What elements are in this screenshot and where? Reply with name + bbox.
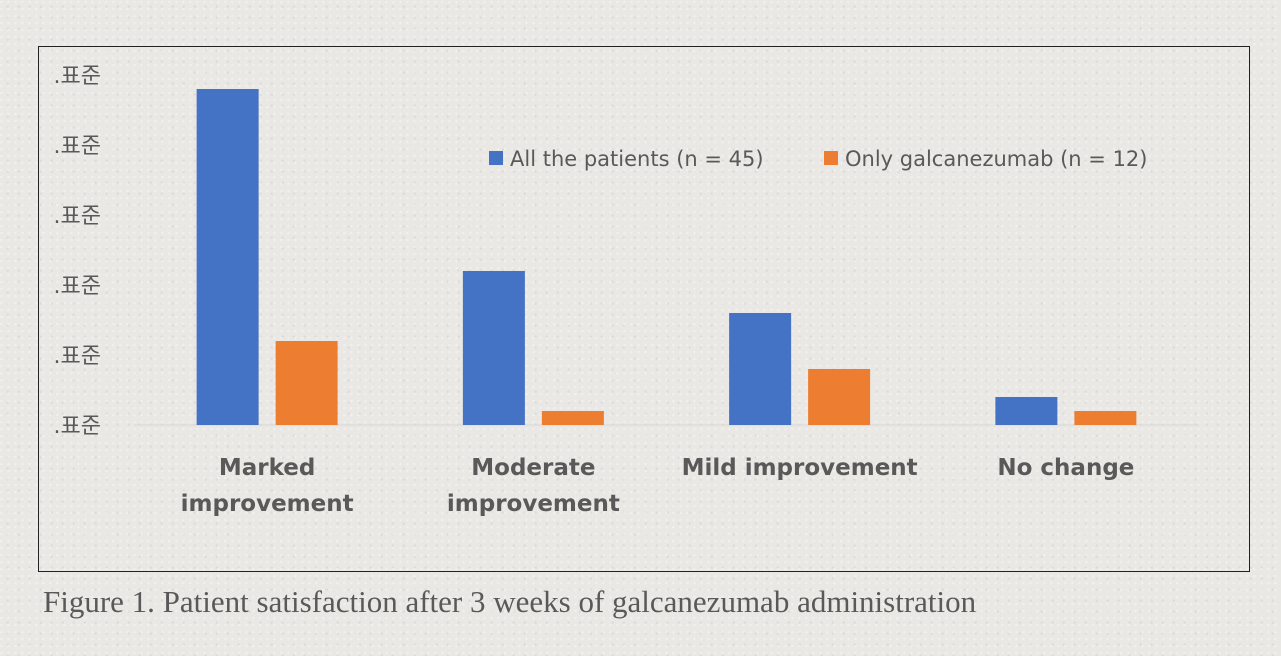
x-category-label: improvement — [447, 491, 620, 517]
bar-chart: .표준 .표준 .표준 .표준 .표준 .표준 Marked improvement Mode… — [54, 64, 1199, 517]
bar-all-patients-1 — [462, 271, 525, 425]
legend-swatch — [824, 151, 838, 165]
bar-all-patients-3 — [995, 397, 1058, 425]
figure-caption: Figure 1. Patient satisfaction after 3 w… — [43, 584, 977, 619]
y-tick-label: .표준 — [54, 274, 101, 299]
x-category-label: Moderate — [471, 455, 595, 481]
chart-frame: .표준 .표준 .표준 .표준 .표준 .표준 Marked improvement Mode… — [38, 46, 1250, 572]
y-tick-label: .표준 — [54, 344, 101, 369]
legend-swatch — [489, 151, 503, 165]
bar-only-galcanezumab-2 — [808, 369, 871, 425]
y-tick-label: .표준 — [54, 134, 101, 159]
y-tick-label: .표준 — [54, 414, 101, 439]
y-tick-label: .표준 — [54, 204, 101, 229]
legend-label: Only galcanezumab (n = 12) — [845, 147, 1147, 171]
x-category-label: Mild improvement — [682, 455, 918, 481]
y-tick-label: .표준 — [54, 64, 101, 89]
bar-all-patients-0 — [196, 89, 259, 425]
bar-only-galcanezumab-0 — [275, 341, 338, 425]
legend-label: All the patients (n = 45) — [510, 147, 764, 171]
x-category-label: improvement — [181, 491, 354, 517]
x-category-label: No change — [997, 455, 1134, 481]
bar-all-patients-2 — [729, 313, 792, 425]
bar-only-galcanezumab-1 — [541, 411, 604, 425]
x-category-label: Marked — [219, 455, 316, 481]
bar-only-galcanezumab-3 — [1074, 411, 1137, 425]
